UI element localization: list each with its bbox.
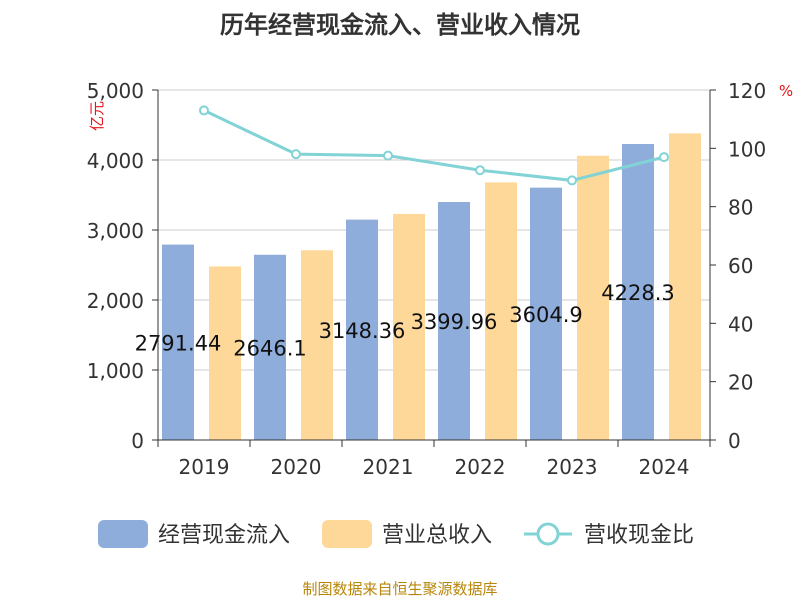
bar-cash-inflow-2022 [438, 202, 470, 440]
x-axis-tick-label: 2019 [179, 455, 230, 479]
left-axis-tick-label: 2,000 [87, 289, 144, 313]
bar-cash-inflow-2024 [622, 144, 654, 441]
legend-label-revenue: 营业总收入 [382, 523, 492, 548]
x-axis-tick-label: 2023 [547, 455, 598, 479]
point-cash-ratio-2022 [475, 165, 485, 176]
point-cash-ratio-2019 [199, 105, 209, 116]
legend-swatch-cash-inflow [98, 520, 148, 548]
point-cash-ratio-2023 [567, 175, 577, 186]
x-axis-tick-label: 2022 [455, 455, 506, 479]
right-axis-unit: % [779, 82, 793, 100]
right-axis-tick-label: 20 [728, 371, 753, 395]
bar-cash-inflow-2020 [254, 254, 286, 440]
data-label-cash-inflow-2024: 4228.3 [601, 281, 674, 305]
bar-revenue-2024 [669, 133, 701, 440]
point-cash-ratio-2020 [291, 149, 301, 160]
bar-series [162, 133, 701, 441]
axes: 0 1,000 2,000 3,000 4,000 5,000 0 20 40 60 80 100 12… [87, 79, 793, 479]
legend-label-cash-ratio: 营收现金比 [584, 523, 694, 548]
right-axis-tick-label: 60 [728, 254, 753, 278]
bar-revenue-2022 [485, 182, 517, 440]
x-axis-tick-label: 2024 [639, 455, 690, 479]
chart-title: 历年经营现金流入、营业收入情况 [220, 11, 580, 39]
x-axis-tick-label: 2020 [271, 455, 322, 479]
bar-cash-inflow-2023 [530, 187, 562, 440]
left-axis-tick-label: 5,000 [87, 79, 144, 103]
bar-revenue-2021 [393, 213, 425, 440]
bar-cash-inflow-2019 [162, 244, 194, 440]
left-axis-tick-label: 1,000 [87, 359, 144, 383]
point-cash-ratio-2021 [383, 150, 393, 161]
right-axis-tick-label: 40 [728, 312, 753, 336]
right-axis-tick-label: 0 [728, 429, 741, 453]
x-axis-tick-label: 2021 [363, 455, 414, 479]
source-note: 制图数据来自恒生聚源数据库 [302, 580, 497, 598]
legend: 经营现金流入 营业总收入 营收现金比 [98, 520, 694, 548]
bar-revenue-2019 [209, 266, 241, 440]
left-axis-tick-label: 4,000 [87, 149, 144, 173]
grid-lines [158, 89, 710, 371]
data-label-cash-inflow-2020: 2646.1 [233, 336, 306, 360]
legend-label-cash-inflow: 经营现金流入 [158, 523, 290, 548]
right-axis-tick-label: 120 [728, 79, 766, 103]
bar-cash-inflow-2021 [346, 219, 378, 440]
line-cash-ratio [203, 109, 665, 182]
point-cash-ratio-2024 [659, 152, 669, 163]
line-series [199, 105, 669, 186]
data-label-cash-inflow-2022: 3399.96 [411, 310, 498, 334]
right-axis-tick-label: 80 [728, 196, 753, 220]
legend-marker-cash-ratio [536, 522, 560, 546]
legend-swatch-revenue [322, 520, 372, 548]
left-axis-tick-label: 3,000 [87, 219, 144, 243]
left-axis-unit: 亿元 [88, 101, 106, 131]
bar-revenue-2020 [301, 250, 333, 440]
left-axis-tick-label: 0 [131, 429, 144, 453]
data-label-cash-inflow-2023: 3604.9 [509, 303, 582, 327]
right-axis-tick-label: 100 [728, 137, 766, 161]
data-labels: 2791.44 2646.1 3148.36 3399.96 3604.9 4228.3 [135, 281, 675, 360]
bar-revenue-2023 [577, 155, 609, 441]
data-label-cash-inflow-2021: 3148.36 [319, 319, 406, 343]
data-label-cash-inflow-2019: 2791.44 [135, 331, 222, 355]
